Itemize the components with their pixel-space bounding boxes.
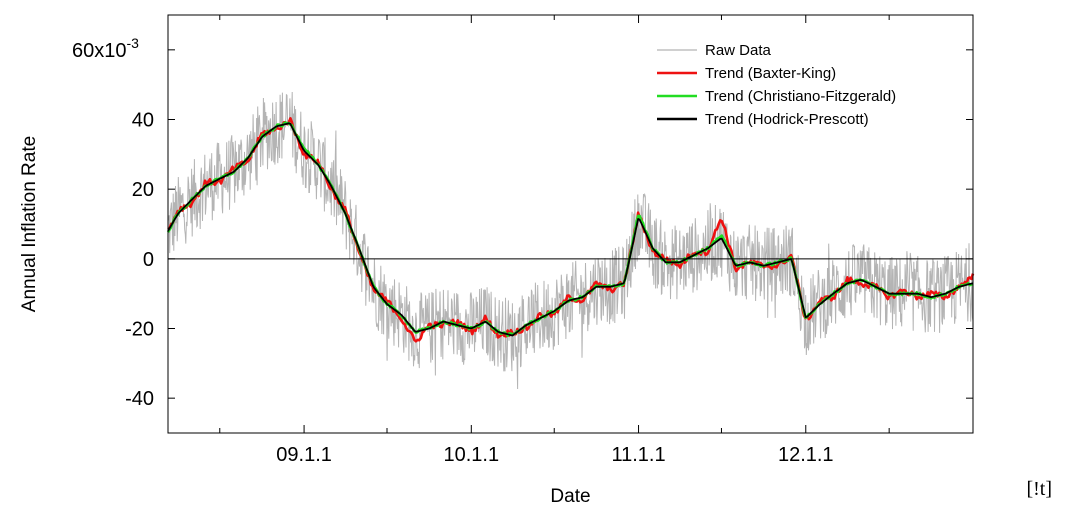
plot-frame (167, 14, 974, 434)
x-tick-label: 09.1.1 (276, 444, 332, 466)
series-trend-hodrick-prescott-point (638, 216, 639, 217)
x-tick-label: 11.1.1 (611, 444, 665, 466)
axis-ticks (168, 15, 973, 433)
series-trend-baxter-king-point (693, 251, 694, 252)
series-trend-christiano-fitzgerald-point (638, 213, 639, 214)
corner-note: [!t] (1026, 478, 1052, 500)
x-axis-label: Date (550, 486, 590, 507)
axis-tick-labels: -40 -20 0 20 40 09.1.1 10.1.1 11.1.1 12.1.1 (125, 110, 833, 467)
legend-label: Trend (Baxter-King) (705, 65, 836, 82)
y-tick-label: -20 (125, 319, 154, 341)
series-raw-data-line (167, 91, 974, 390)
series-trend-baxter-king-point (805, 321, 806, 322)
y-multiplier-base: 60x10 (72, 40, 127, 62)
series-trend-baxter-king-point (721, 216, 722, 217)
series-trend-hodrick-prescott-line (167, 122, 974, 337)
y-multiplier-exponent: -3 (127, 35, 140, 51)
y-tick-label: -40 (125, 388, 154, 410)
y-tick-label: 20 (132, 179, 154, 201)
legend: Raw Data Trend (Baxter-King) Trend (Christ… (657, 42, 896, 128)
legend-label: Raw Data (705, 42, 772, 59)
raw-data-layer (167, 91, 974, 390)
trend-layer (166, 117, 975, 343)
legend-item-trend-hodrick-prescott: Trend (Hodrick-Prescott) (657, 111, 869, 128)
legend-item-raw-data: Raw Data (657, 42, 772, 59)
x-tick-label: 10.1.1 (444, 444, 500, 466)
y-tick-label: 0 (143, 249, 154, 271)
x-tick-label: 12.1.1 (778, 444, 834, 466)
y-tick-label: 40 (132, 110, 154, 132)
y-axis-label: Annual Inflation Rate (19, 136, 40, 312)
legend-item-trend-christiano-fitzgerald: Trend (Christiano-Fitzgerald) (657, 88, 896, 105)
series-trend-hodrick-prescott (167, 122, 974, 337)
legend-item-trend-baxter-king: Trend (Baxter-King) (657, 65, 836, 82)
series-raw-data (167, 91, 974, 390)
y-axis-multiplier: 60x10-3 (72, 35, 139, 62)
legend-label: Trend (Hodrick-Prescott) (705, 111, 869, 128)
legend-label: Trend (Christiano-Fitzgerald) (705, 88, 896, 105)
